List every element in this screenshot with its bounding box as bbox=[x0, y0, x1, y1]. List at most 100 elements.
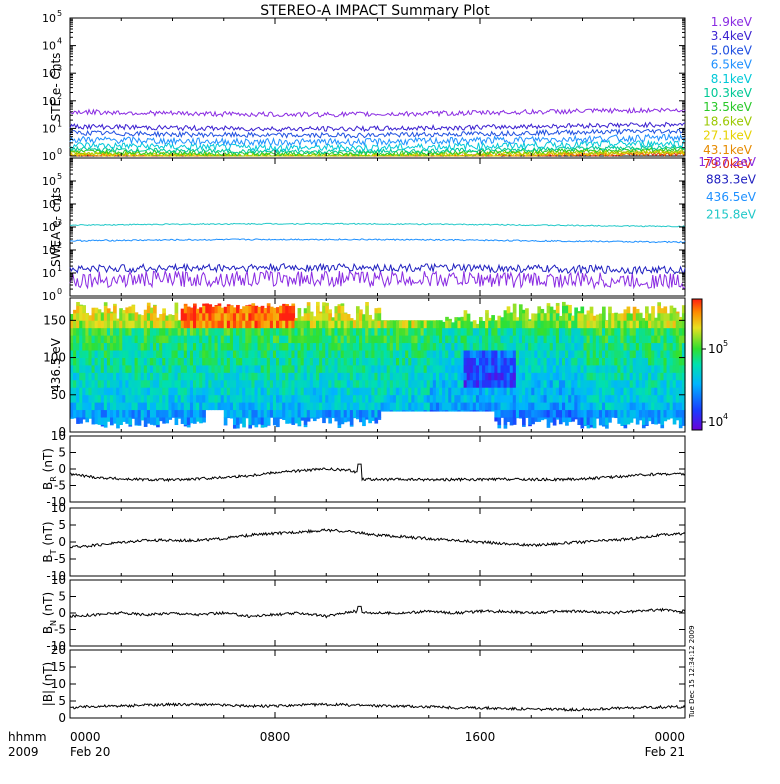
x-tick-label: 1600 bbox=[465, 730, 496, 744]
heatmap-cell bbox=[153, 305, 157, 313]
heatmap-cell bbox=[236, 305, 240, 306]
heatmap-cell bbox=[485, 310, 489, 313]
panel-frame-bmag bbox=[70, 650, 685, 718]
heatmap-cell bbox=[593, 425, 597, 429]
ste-series-line bbox=[70, 129, 685, 138]
y-tick-exponent: 0 bbox=[57, 147, 62, 156]
heatmap-cell bbox=[328, 309, 332, 313]
heatmap-cell bbox=[338, 425, 342, 428]
heatmap-cell bbox=[156, 425, 160, 428]
heatmap-cell bbox=[104, 425, 108, 428]
heatmap-cell bbox=[513, 305, 517, 313]
heatmap-cell bbox=[291, 305, 295, 313]
heatmap-cell bbox=[525, 308, 529, 313]
heatmap-cell bbox=[147, 303, 151, 306]
legend-swea-entry: 215.8eV bbox=[706, 208, 757, 222]
x-date-label: Feb 20 bbox=[70, 745, 110, 759]
heatmap-cell bbox=[645, 306, 649, 313]
heatmap-cell bbox=[605, 425, 609, 429]
heatmap-cell bbox=[627, 307, 631, 314]
y-tick-label: 10 bbox=[51, 573, 66, 587]
heatmap-cell bbox=[325, 303, 329, 306]
y-tick-label: 10 bbox=[42, 150, 56, 163]
heatmap-cell bbox=[602, 307, 606, 314]
heatmap-cell bbox=[513, 417, 517, 425]
heatmap-cell bbox=[285, 304, 289, 306]
colorbar bbox=[692, 299, 702, 430]
x-date-label: Feb 21 bbox=[645, 745, 685, 759]
heatmap-cell bbox=[187, 425, 191, 428]
legend-ste-entry: 5.0keV bbox=[711, 43, 753, 57]
ste-series-line bbox=[70, 108, 685, 117]
heatmap-cell bbox=[378, 308, 382, 314]
heatmap-cell bbox=[663, 306, 667, 313]
y-tick-label: 0 bbox=[58, 462, 66, 476]
legend-ste-entry: 13.5keV bbox=[703, 100, 753, 114]
heatmap-cell bbox=[365, 305, 369, 313]
heatmap-cell bbox=[135, 312, 139, 313]
heatmap-cell bbox=[184, 304, 188, 306]
data-series bbox=[70, 108, 686, 711]
heatmap-cell bbox=[602, 313, 606, 321]
heatmap-cell bbox=[242, 425, 246, 428]
y-tick-label: 10 bbox=[42, 267, 56, 280]
timestamp: Tue Dec 15 12:34:12 2009 bbox=[688, 625, 696, 719]
heatmap-cell bbox=[291, 304, 295, 306]
heatmap-cell bbox=[350, 417, 354, 425]
heatmap-cell bbox=[504, 425, 508, 429]
y-tick-label: 10 bbox=[42, 290, 56, 303]
heatmap-cell bbox=[568, 305, 572, 313]
heatmap-cell bbox=[464, 310, 468, 313]
heatmap-cell bbox=[359, 309, 363, 313]
heatmap-cell bbox=[82, 305, 86, 313]
panel-frame-bt bbox=[70, 508, 685, 576]
heatmap-cell bbox=[608, 417, 612, 423]
y-tick-exponent: 0 bbox=[57, 287, 62, 296]
y-tick-label: 20 bbox=[51, 643, 66, 657]
bt-line bbox=[70, 529, 685, 548]
heatmap-cell bbox=[316, 302, 320, 306]
heatmap-cell bbox=[547, 425, 551, 428]
heatmap-cell bbox=[175, 313, 179, 321]
heatmap-cell bbox=[660, 425, 664, 429]
heatmap-cell bbox=[497, 425, 501, 429]
swea-series-line bbox=[70, 223, 685, 227]
heatmap-cell bbox=[230, 305, 234, 306]
bn-line bbox=[70, 606, 685, 617]
heatmap-cell bbox=[193, 304, 197, 306]
heatmap-cell bbox=[590, 307, 594, 314]
br-line bbox=[70, 464, 685, 481]
heatmap-cell bbox=[651, 306, 655, 313]
y-tick-label: 0 bbox=[58, 606, 66, 620]
y-tick-label: 0 bbox=[58, 711, 66, 725]
heatmap-cell bbox=[636, 309, 640, 313]
legend: 1.9keV3.4keV5.0keV6.5keV8.1keV10.3keV13.… bbox=[698, 15, 756, 222]
heatmap-cell bbox=[540, 309, 544, 313]
heatmap-cell bbox=[507, 306, 511, 313]
y-tick-label: 10 bbox=[42, 122, 56, 135]
y-tick-label: 10 bbox=[51, 501, 66, 515]
legend-ste-entry: 1.9keV bbox=[711, 15, 753, 29]
heatmap-cell bbox=[341, 305, 345, 313]
heatmap-cell bbox=[513, 304, 517, 306]
heatmap-cell bbox=[547, 303, 551, 306]
heatmap-cell bbox=[255, 425, 259, 428]
y-tick-label: 10 bbox=[42, 12, 56, 25]
heatmap-cell bbox=[251, 303, 255, 306]
y-tick-label: 150 bbox=[43, 313, 66, 327]
swea-series-line bbox=[70, 264, 685, 275]
colorbar-tick-exponent: 4 bbox=[723, 412, 728, 421]
y-tick-label: 10 bbox=[42, 40, 56, 53]
legend-ste-entry: 27.1keV bbox=[703, 129, 753, 143]
swea-series-line bbox=[70, 239, 685, 243]
legend-swea-entry: 1787.2eV bbox=[698, 155, 756, 169]
heatmap-cell bbox=[113, 305, 117, 313]
heatmap-cell bbox=[224, 417, 228, 425]
heatmap-cell bbox=[116, 425, 120, 429]
y-axis-label: |B| (nT) bbox=[41, 662, 55, 706]
spectrogram-heatmap bbox=[70, 302, 686, 429]
x-left-label-year: 2009 bbox=[8, 745, 39, 759]
legend-ste-entry: 10.3keV bbox=[703, 86, 753, 100]
